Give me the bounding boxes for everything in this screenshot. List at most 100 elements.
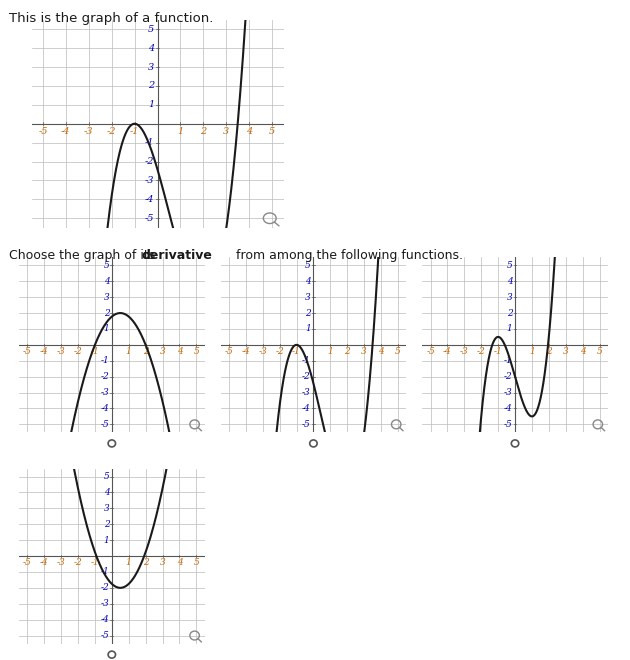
Text: 4: 4 bbox=[305, 277, 311, 286]
Text: -2: -2 bbox=[144, 157, 154, 166]
Text: -4: -4 bbox=[40, 347, 49, 356]
Text: 3: 3 bbox=[159, 347, 166, 356]
Text: 2: 2 bbox=[103, 520, 109, 529]
Text: 5: 5 bbox=[305, 261, 311, 270]
Text: -5: -5 bbox=[426, 347, 435, 356]
Text: 1: 1 bbox=[529, 347, 535, 356]
Text: 2: 2 bbox=[546, 347, 552, 356]
Text: 5: 5 bbox=[597, 347, 602, 356]
Text: 3: 3 bbox=[103, 292, 109, 302]
Text: -4: -4 bbox=[61, 127, 71, 135]
Text: This is the graph of a function.: This is the graph of a function. bbox=[9, 12, 214, 25]
Text: 3: 3 bbox=[223, 127, 229, 135]
Text: 5: 5 bbox=[193, 347, 199, 356]
Text: -5: -5 bbox=[224, 347, 233, 356]
Text: -3: -3 bbox=[57, 347, 66, 356]
Text: 5: 5 bbox=[148, 24, 154, 34]
Text: 5: 5 bbox=[507, 261, 512, 270]
Text: 3: 3 bbox=[507, 292, 512, 302]
Text: -1: -1 bbox=[494, 347, 503, 356]
Text: -2: -2 bbox=[107, 127, 117, 135]
Text: -3: -3 bbox=[460, 347, 469, 356]
Text: 1: 1 bbox=[507, 325, 512, 333]
Text: 3: 3 bbox=[563, 347, 569, 356]
Text: 3: 3 bbox=[361, 347, 367, 356]
Text: 1: 1 bbox=[177, 127, 183, 135]
Text: -2: -2 bbox=[101, 583, 109, 593]
Text: 1: 1 bbox=[103, 325, 109, 333]
Text: 4: 4 bbox=[246, 127, 252, 135]
Text: 1: 1 bbox=[126, 558, 132, 568]
Text: 4: 4 bbox=[507, 277, 512, 286]
Text: 4: 4 bbox=[378, 347, 384, 356]
Text: -2: -2 bbox=[74, 347, 83, 356]
Text: 5: 5 bbox=[269, 127, 275, 135]
Text: 4: 4 bbox=[103, 277, 109, 286]
Text: 3: 3 bbox=[148, 63, 154, 71]
Text: -4: -4 bbox=[101, 404, 109, 413]
Text: 2: 2 bbox=[143, 347, 149, 356]
Text: 4: 4 bbox=[176, 347, 182, 356]
Text: 4: 4 bbox=[580, 347, 585, 356]
Text: 3: 3 bbox=[159, 558, 166, 568]
Text: 3: 3 bbox=[103, 504, 109, 513]
Text: -4: -4 bbox=[504, 404, 512, 413]
Text: 1: 1 bbox=[328, 347, 333, 356]
Text: 4: 4 bbox=[176, 558, 182, 568]
Text: -3: -3 bbox=[144, 176, 154, 185]
Text: 1: 1 bbox=[126, 347, 132, 356]
Text: 1: 1 bbox=[148, 100, 154, 110]
Text: 2: 2 bbox=[200, 127, 207, 135]
Text: -3: -3 bbox=[258, 347, 267, 356]
Text: -3: -3 bbox=[84, 127, 93, 135]
Text: 2: 2 bbox=[143, 558, 149, 568]
Text: -5: -5 bbox=[23, 347, 32, 356]
Text: -2: -2 bbox=[504, 372, 512, 381]
Text: -5: -5 bbox=[144, 214, 154, 223]
Text: -3: -3 bbox=[101, 388, 109, 397]
Text: -5: -5 bbox=[101, 631, 109, 640]
Text: 5: 5 bbox=[395, 347, 401, 356]
Text: -1: -1 bbox=[292, 347, 301, 356]
Text: -5: -5 bbox=[504, 420, 512, 429]
Text: -1: -1 bbox=[101, 356, 109, 365]
Text: 4: 4 bbox=[103, 488, 109, 497]
Text: -2: -2 bbox=[275, 347, 284, 356]
Text: 2: 2 bbox=[103, 309, 109, 317]
Text: 4: 4 bbox=[148, 44, 154, 53]
Text: -2: -2 bbox=[101, 372, 109, 381]
Text: -1: -1 bbox=[91, 347, 100, 356]
Text: -1: -1 bbox=[504, 356, 512, 365]
Text: -1: -1 bbox=[130, 127, 139, 135]
Text: -5: -5 bbox=[23, 558, 32, 568]
Text: -3: -3 bbox=[101, 599, 109, 609]
Text: -1: -1 bbox=[144, 138, 154, 147]
Text: -1: -1 bbox=[91, 558, 100, 568]
Text: -4: -4 bbox=[101, 615, 109, 624]
Text: -5: -5 bbox=[101, 420, 109, 429]
Text: -4: -4 bbox=[443, 347, 452, 356]
Text: -4: -4 bbox=[241, 347, 250, 356]
Text: -3: -3 bbox=[302, 388, 311, 397]
Text: Choose the graph of its: Choose the graph of its bbox=[9, 249, 159, 263]
Text: -1: -1 bbox=[302, 356, 311, 365]
Text: -2: -2 bbox=[302, 372, 311, 381]
Text: -4: -4 bbox=[302, 404, 311, 413]
Text: -4: -4 bbox=[144, 195, 154, 204]
Text: -2: -2 bbox=[74, 558, 83, 568]
Text: 3: 3 bbox=[305, 292, 311, 302]
Text: -3: -3 bbox=[504, 388, 512, 397]
Text: 1: 1 bbox=[103, 536, 109, 544]
Text: -4: -4 bbox=[40, 558, 49, 568]
Text: from among the following functions.: from among the following functions. bbox=[232, 249, 463, 263]
Text: -3: -3 bbox=[57, 558, 66, 568]
Text: 2: 2 bbox=[148, 81, 154, 90]
Text: 5: 5 bbox=[193, 558, 199, 568]
Text: -2: -2 bbox=[477, 347, 486, 356]
Text: 2: 2 bbox=[305, 309, 311, 317]
Text: 5: 5 bbox=[103, 261, 109, 270]
Text: 1: 1 bbox=[305, 325, 311, 333]
Text: 5: 5 bbox=[103, 472, 109, 481]
Text: -5: -5 bbox=[302, 420, 311, 429]
Text: 2: 2 bbox=[507, 309, 512, 317]
